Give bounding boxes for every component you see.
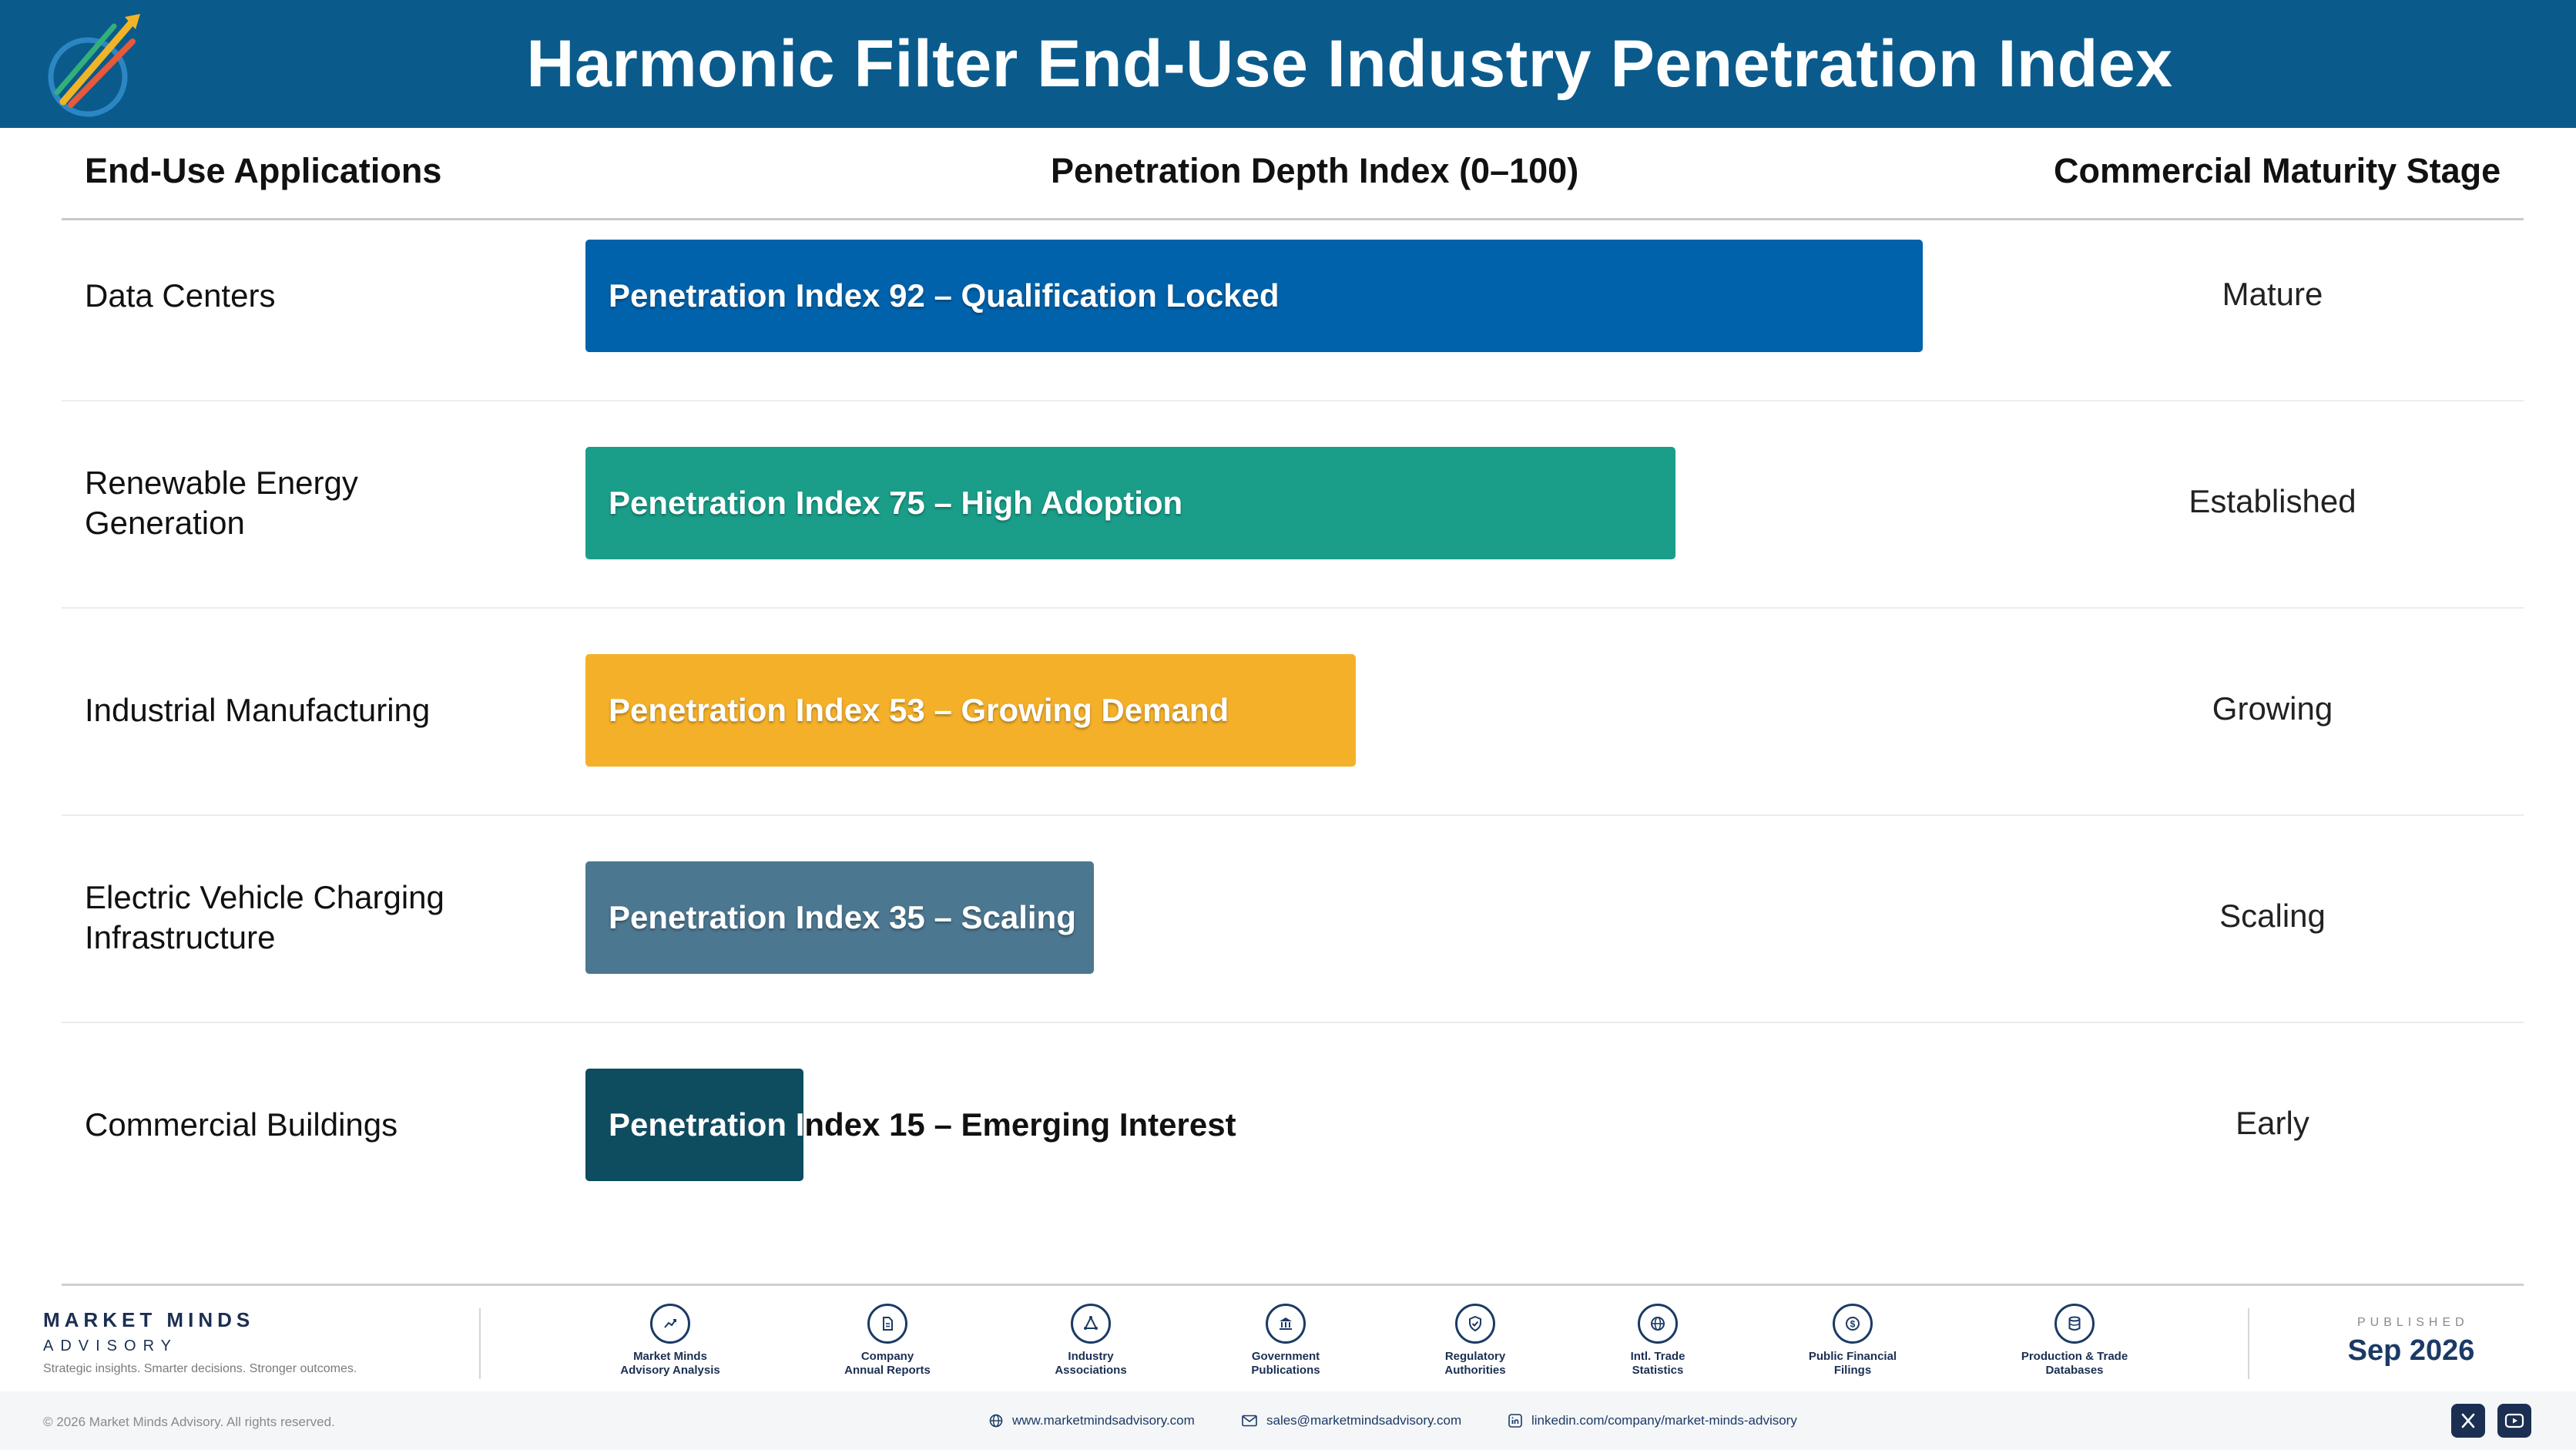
source-label: Regulatory Authorities <box>1398 1350 1552 1378</box>
source-label-line1: Regulatory <box>1444 1350 1506 1363</box>
source-label-line2: Associations <box>1055 1364 1127 1377</box>
database-icon <box>2054 1304 2095 1344</box>
category-label: Industrial Manufacturing <box>85 692 431 728</box>
source-item: Production & Trade Databases <box>1997 1304 2152 1378</box>
row-divider <box>62 607 2524 609</box>
column-header-index: Penetration Depth Index (0–100) <box>1051 151 1579 190</box>
brand-subtitle: ADVISORY <box>43 1338 178 1354</box>
svg-text:$: $ <box>1850 1319 1856 1330</box>
bar-data-label: Penetration Index 53 – Growing Demand <box>609 692 1229 728</box>
mail-icon <box>1242 1415 1257 1427</box>
maturity-stage: Mature <box>2222 276 2323 312</box>
linkedin-link[interactable]: linkedin.com/company/market-minds-adviso… <box>1508 1413 1797 1428</box>
source-label-line1: Intl. Trade <box>1630 1350 1685 1363</box>
source-label-line1: Market Minds <box>633 1350 707 1363</box>
source-item: Regulatory Authorities <box>1398 1304 1552 1378</box>
source-item: Government Publications <box>1209 1304 1363 1378</box>
bar-data-label: Penetration Index 35 – Scaling <box>609 899 1076 935</box>
document-icon <box>867 1304 907 1344</box>
bar-data-label-overlay-text: Penetration Index 15 – Emerging Interest <box>609 1106 804 1143</box>
website-text: www.marketmindsadvisory.com <box>1012 1413 1195 1428</box>
bar <box>585 1069 804 1181</box>
category-label: Renewable Energy Generation <box>85 465 358 541</box>
trend-chart-icon <box>650 1304 690 1344</box>
email-link[interactable]: sales@marketmindsadvisory.com <box>1242 1413 1461 1428</box>
shield-check-icon <box>1455 1304 1495 1344</box>
footer-divider-left <box>479 1308 481 1379</box>
bar <box>585 240 1924 352</box>
maturity-stage: Growing <box>2212 690 2333 727</box>
source-label-line2: Statistics <box>1632 1364 1684 1377</box>
source-label-line2: Advisory Analysis <box>620 1364 720 1377</box>
published-label: PUBLISHED <box>2357 1316 2469 1329</box>
brand-name: MARKET MINDS <box>43 1308 255 1331</box>
source-label: Market Minds Advisory Analysis <box>593 1350 747 1378</box>
brand-tagline: Strategic insights. Smarter decisions. S… <box>43 1362 357 1375</box>
source-label-line2: Databases <box>2045 1364 2104 1377</box>
bar <box>585 447 1676 559</box>
source-label-line1: Company <box>860 1350 914 1363</box>
row-divider <box>62 400 2524 401</box>
source-label: Public Financial Filings <box>1776 1350 1930 1378</box>
bar-data-label: Penetration Index 15 – Emerging Interest <box>609 1106 1236 1143</box>
source-label-line1: Government <box>1251 1350 1320 1363</box>
source-label: Government Publications <box>1209 1350 1363 1378</box>
source-label: Intl. Trade Statistics <box>1581 1350 1735 1378</box>
source-item: Company Annual Reports <box>810 1304 964 1378</box>
page-title: Harmonic Filter End-Use Industry Penetra… <box>526 26 2173 101</box>
bank-icon <box>1266 1304 1306 1344</box>
category-label: Electric Vehicle Charging Infrastructure <box>85 879 444 955</box>
website-link[interactable]: www.marketmindsadvisory.com <box>989 1413 1195 1428</box>
published-date: Sep 2026 <box>2347 1334 2475 1367</box>
source-label-line2: Annual Reports <box>844 1364 931 1377</box>
email-text: sales@marketmindsadvisory.com <box>1266 1413 1462 1428</box>
bar-data-label-overlay: Penetration Index 15 – Emerging Interest <box>585 1069 803 1181</box>
maturity-stage: Early <box>2236 1105 2309 1141</box>
source-label: Company Annual Reports <box>810 1350 964 1378</box>
linkedin-icon <box>1508 1414 1522 1428</box>
footer-sources-band: MARKET MINDS ADVISORY Strategic insights… <box>0 1294 2576 1391</box>
row-divider <box>62 814 2524 816</box>
market-minds-logo <box>48 14 140 117</box>
category-label: Data Centers <box>85 277 276 314</box>
maturity-stage: Scaling <box>2219 898 2326 934</box>
linkedin-text: linkedin.com/company/market-minds-adviso… <box>1531 1413 1797 1428</box>
youtube-icon <box>2504 1413 2524 1428</box>
footer: MARKET MINDS ADVISORY Strategic insights… <box>0 1294 2576 1450</box>
source-label-line1: Industry <box>1068 1350 1114 1363</box>
source-item: Market Minds Advisory Analysis <box>593 1304 747 1378</box>
source-item: $ Public Financial Filings <box>1776 1304 1930 1378</box>
youtube-social-button[interactable] <box>2497 1404 2531 1438</box>
maturity-stage: Established <box>2189 483 2356 519</box>
source-label-line2: Filings <box>1833 1364 1872 1377</box>
source-item: Intl. Trade Statistics <box>1581 1304 1735 1378</box>
source-label-line2: Publications <box>1251 1364 1320 1377</box>
chart-bottom-divider <box>62 1284 2524 1286</box>
category-label: Commercial Buildings <box>85 1106 398 1143</box>
bar <box>585 654 1357 767</box>
source-label-line2: Authorities <box>1444 1364 1506 1377</box>
header-divider <box>62 218 2524 220</box>
x-icon <box>2461 1413 2475 1428</box>
source-item: Industry Associations <box>1014 1304 1168 1378</box>
dollar-coin-icon: $ <box>1833 1304 1873 1344</box>
source-label-line1: Production & Trade <box>2021 1350 2128 1363</box>
bar-data-label: Penetration Index 75 – High Adoption <box>609 485 1183 521</box>
source-label: Industry Associations <box>1014 1350 1168 1378</box>
globe-icon <box>1638 1304 1678 1344</box>
source-label: Production & Trade Databases <box>1997 1350 2152 1378</box>
column-header-stage: Commercial Maturity Stage <box>2054 151 2501 190</box>
network-icon <box>1071 1304 1111 1344</box>
source-label-line1: Public Financial <box>1808 1350 1897 1363</box>
row-divider <box>62 1022 2524 1023</box>
copyright-text: © 2026 Market Minds Advisory. All rights… <box>43 1415 335 1429</box>
bar <box>585 861 1095 974</box>
x-social-button[interactable] <box>2451 1404 2485 1438</box>
column-header-applications: End-Use Applications <box>85 151 442 190</box>
header-bar: Harmonic Filter End-Use Industry Penetra… <box>0 0 2576 128</box>
footer-divider-right <box>2248 1308 2249 1379</box>
bar-data-label: Penetration Index 92 – Qualification Loc… <box>609 277 1280 314</box>
globe-icon <box>989 1414 1003 1428</box>
